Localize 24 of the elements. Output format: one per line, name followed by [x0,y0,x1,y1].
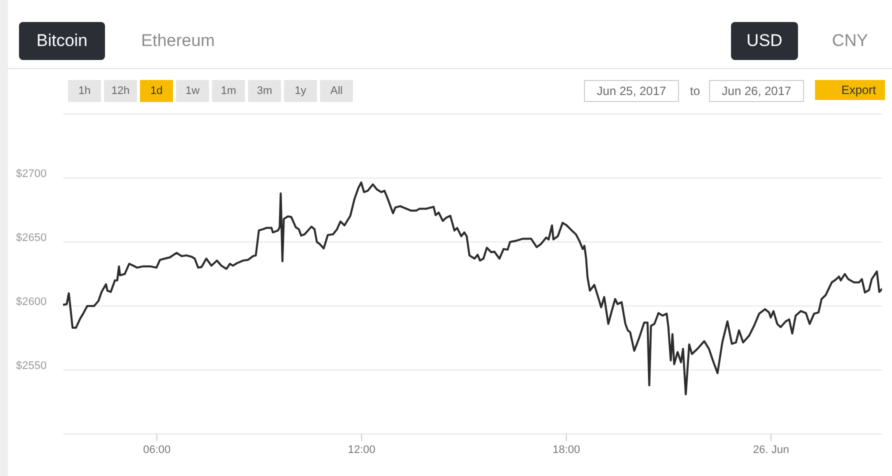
export-button: Export [815,80,885,100]
y-tick-label: $2650 [16,232,47,244]
range-button: 12h [104,80,137,102]
range-button: 1w [176,80,209,102]
range-button: 1d [140,80,173,102]
date-field: Jun 25, 2017 [584,80,679,102]
tab-button: Ethereum [124,22,232,60]
x-tick-label: 26. Jun [753,444,790,456]
y-tick-label: $2600 [16,296,47,308]
x-tick-label: 12:00 [348,444,376,456]
range-button: All [320,80,353,102]
x-tick-label: 18:00 [552,444,580,456]
date-field: Jun 26, 2017 [709,80,804,102]
tab-button: Bitcoin [19,22,105,60]
y-tick-label: $2700 [16,168,47,180]
range-button: 1m [212,80,245,102]
tab-button: USD [731,22,798,60]
range-button: 1h [68,80,101,102]
text: to [688,83,701,100]
range-button: 3m [248,80,281,102]
x-tick-label: 06:00 [143,444,171,456]
tab-button: CNY [816,22,884,60]
range-button: 1y [284,80,317,102]
y-tick-label: $2550 [16,360,47,372]
